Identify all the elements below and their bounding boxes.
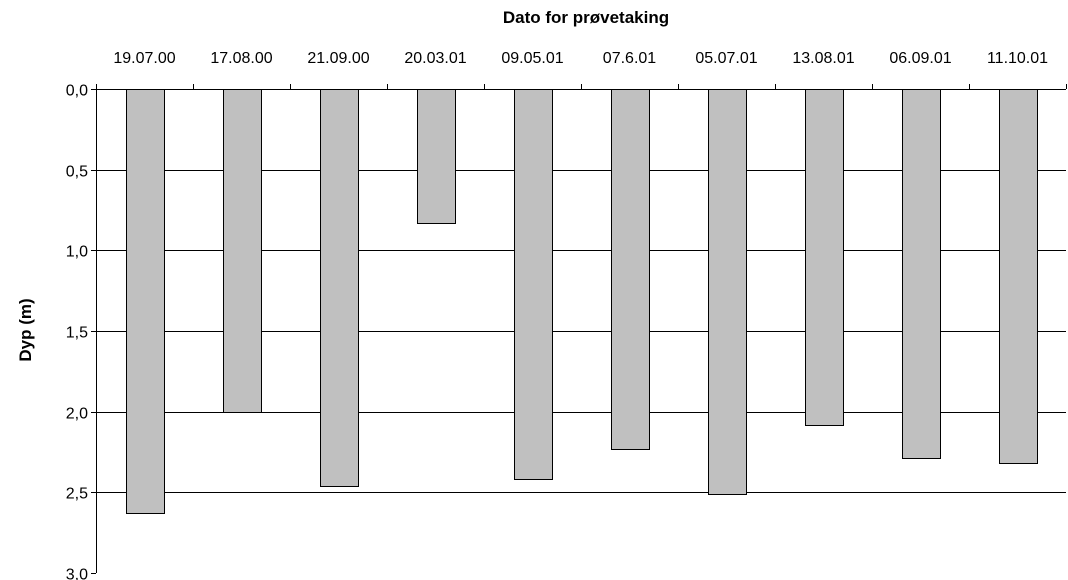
bar-06.09.01 [902,89,941,459]
x-tick-label-05.07.01: 05.07.01 [695,50,757,67]
y-tick-label-4: 2,0 [66,406,88,423]
bar-17.08.00 [223,89,262,413]
x-tick-label-06.09.01: 06.09.01 [889,50,951,67]
x-tick-label-13.08.01: 13.08.01 [792,50,854,67]
x-tick-label-20.03.01: 20.03.01 [404,50,466,67]
x-tick-label-11.10.01: 11.10.01 [987,50,1048,67]
x-tick-label-21.09.00: 21.09.00 [307,50,369,67]
x-tick-label-07.6.01: 07.6.01 [603,50,656,67]
bar-05.07.01 [708,89,747,495]
x-tick-label-19.07.00: 19.07.00 [113,50,175,67]
bar-07.6.01 [611,89,650,450]
x-tick-label-17.08.00: 17.08.00 [210,50,272,67]
y-tick-label-3: 1,5 [66,325,88,342]
bar-20.03.01 [417,89,456,224]
bars [126,89,1038,514]
y-tick-label-5: 2,5 [66,486,88,503]
axes [91,84,1067,574]
x-axis-title: Dato for prøvetaking [503,8,669,27]
bar-11.10.01 [999,89,1038,464]
y-tick-label-6: 3,0 [66,567,88,580]
bar-13.08.01 [805,89,844,426]
bar-19.07.00 [126,89,165,514]
bar-09.05.01 [514,89,553,480]
y-tick-label-2: 1,0 [66,244,88,261]
y-axis-title: Dyp (m) [16,298,35,361]
tick-labels: 0,0 0,5 1,0 1,5 2,0 2,5 3,0 19.07.00 17.08.00 21.… [66,50,1048,580]
y-tick-label-0: 0,0 [66,83,88,100]
bar-21.09.00 [320,89,359,487]
x-tick-label-09.05.01: 09.05.01 [501,50,563,67]
y-tick-label-1: 0,5 [66,164,88,181]
